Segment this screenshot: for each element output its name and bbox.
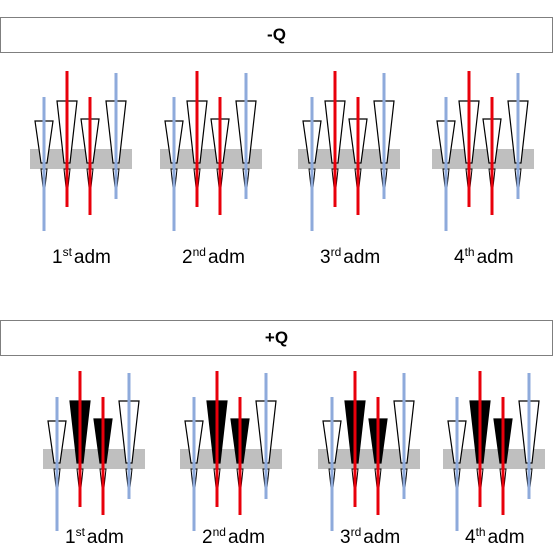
admission-ordinal: 1	[65, 527, 76, 548]
admission-label: 2nd adm	[182, 245, 245, 269]
admission-word: adm	[207, 247, 245, 268]
admission-ordinal-suffix: nd	[192, 245, 206, 259]
admission-label: 2nd adm	[202, 525, 265, 549]
admission-word: adm	[363, 527, 401, 548]
admission-ordinal: 1	[52, 247, 63, 268]
membrane-bar	[432, 149, 534, 169]
admission-word: adm	[476, 247, 514, 268]
admission-label: 1st adm	[52, 245, 111, 269]
admission-word: adm	[487, 527, 525, 548]
admission-ordinal: 4	[454, 247, 465, 268]
panel-header-minus-q: -Q	[0, 17, 553, 53]
admission-label: 4th adm	[454, 245, 514, 269]
admission-label: 4th adm	[465, 525, 525, 549]
membrane-bar	[30, 149, 132, 169]
admission-word: adm	[227, 527, 265, 548]
admission-word: adm	[86, 527, 124, 548]
admission-ordinal: 3	[320, 247, 331, 268]
admission-ordinal: 3	[340, 527, 351, 548]
membrane-bar	[43, 449, 145, 469]
membrane-bar	[180, 449, 282, 469]
panel-title-minus-q: -Q	[267, 25, 286, 44]
admission-ordinal-suffix: th	[475, 525, 486, 539]
admission-ordinal: 2	[202, 527, 213, 548]
admission-label: 3rd adm	[340, 525, 400, 549]
membrane-bar	[318, 449, 420, 469]
admission-ordinal-suffix: rd	[350, 525, 362, 539]
membrane-bar	[160, 149, 262, 169]
admission-label: 3rd adm	[320, 245, 380, 269]
membrane-bar	[443, 449, 545, 469]
admission-label: 1st adm	[65, 525, 124, 549]
admission-word: adm	[343, 247, 381, 268]
admission-ordinal-suffix: nd	[212, 525, 226, 539]
admission-ordinal: 2	[182, 247, 193, 268]
admission-ordinal: 4	[465, 527, 476, 548]
admission-ordinal-suffix: th	[464, 245, 475, 259]
admission-ordinal-suffix: rd	[330, 245, 342, 259]
admission-ordinal-suffix: st	[62, 245, 72, 259]
admission-word: adm	[73, 247, 111, 268]
panel-header-plus-q: +Q	[0, 320, 553, 356]
admission-ordinal-suffix: st	[75, 525, 85, 539]
membrane-bar	[298, 149, 400, 169]
panel-title-plus-q: +Q	[264, 328, 289, 347]
